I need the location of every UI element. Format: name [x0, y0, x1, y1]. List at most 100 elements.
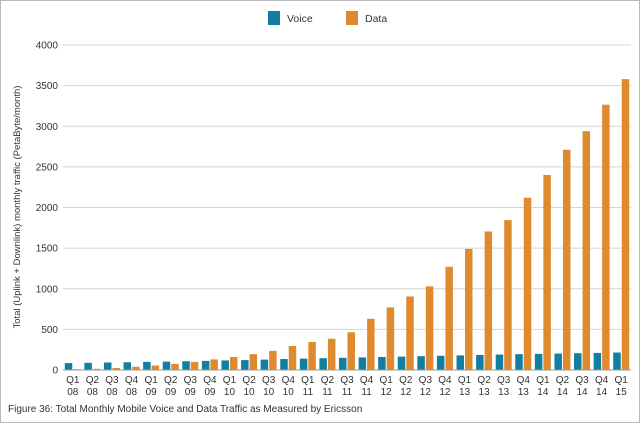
y-tick-label: 2000	[36, 203, 59, 214]
bar-voice	[554, 353, 562, 370]
bar-data	[327, 338, 336, 370]
bar-data	[523, 197, 532, 370]
bar-data	[112, 367, 120, 370]
bar-voice	[358, 357, 367, 370]
x-tick-label-quarter: Q4	[282, 375, 296, 386]
bar-data	[190, 361, 199, 370]
x-tick-label-year: 10	[283, 387, 295, 398]
gridlines	[63, 44, 631, 330]
bar-data	[445, 266, 453, 370]
bar-data	[229, 357, 238, 370]
bar-voice	[280, 359, 288, 370]
x-tick-label-year: 08	[87, 387, 99, 398]
legend: Voice Data	[268, 11, 387, 25]
bar-data	[386, 307, 395, 370]
x-tick-label-quarter: Q3	[340, 375, 354, 386]
x-tick-label-quarter: Q4	[125, 375, 139, 386]
x-tick-label-year: 12	[400, 387, 412, 398]
x-tick-label-year: 14	[557, 387, 569, 398]
bar-data	[621, 79, 630, 370]
x-tick-label-year: 08	[106, 387, 118, 398]
bar-voice	[143, 361, 151, 370]
x-tick-label-year: 10	[263, 387, 275, 398]
x-tick-label-quarter: Q2	[556, 375, 570, 386]
bar-data	[92, 368, 101, 370]
x-tick-label-year: 11	[303, 387, 314, 398]
x-tick-label-year: 10	[244, 387, 256, 398]
bar-data	[465, 248, 473, 370]
bar-data	[425, 286, 434, 370]
bar-voice	[182, 361, 190, 370]
x-tick-label-quarter: Q1	[615, 375, 629, 386]
bar-voice	[201, 360, 210, 370]
x-tick-label-year: 11	[322, 387, 333, 398]
x-tick-label-quarter: Q2	[86, 375, 100, 386]
y-tick-label: 0	[52, 366, 58, 377]
bar-voice	[64, 363, 73, 370]
legend-swatch-data	[346, 11, 358, 25]
y-tick-label: 3000	[36, 122, 59, 133]
x-tick-label-year: 13	[479, 387, 491, 398]
figure-caption: Figure 36: Total Monthly Mobile Voice an…	[8, 404, 362, 415]
bar-voice	[397, 356, 406, 370]
bar-data	[582, 131, 591, 370]
x-tick-label-year: 13	[518, 387, 530, 398]
bar-voice	[378, 357, 386, 370]
x-tick-label-quarter: Q2	[477, 375, 491, 386]
bar-data	[484, 231, 493, 370]
x-tick-label-quarter: Q1	[223, 375, 237, 386]
bar-data	[543, 175, 551, 370]
bar-voice	[241, 360, 249, 370]
x-tick-label-year: 14	[576, 387, 588, 398]
bar-voice	[162, 361, 171, 370]
bar-data	[562, 149, 571, 370]
legend-label-voice: Voice	[287, 13, 313, 25]
bar-voice	[456, 355, 465, 370]
x-tick-label-year: 11	[342, 387, 353, 398]
x-tick-label-quarter: Q2	[242, 375, 256, 386]
x-tick-label-quarter: Q4	[203, 375, 217, 386]
y-tick-label: 1000	[36, 284, 59, 295]
bar-voice	[339, 357, 347, 370]
bar-data	[171, 363, 179, 370]
bar-voice	[319, 358, 327, 370]
bars	[64, 79, 630, 370]
x-tick-label-year: 15	[616, 387, 628, 398]
bar-voice	[436, 355, 445, 370]
bar-voice	[103, 362, 112, 370]
x-tick-label-year: 09	[165, 387, 177, 398]
bar-data	[308, 341, 316, 370]
x-tick-label-quarter: Q1	[66, 375, 80, 386]
x-tick-label-quarter: Q3	[262, 375, 276, 386]
x-tick-label-quarter: Q3	[105, 375, 119, 386]
bar-voice	[417, 356, 425, 370]
x-tick-label-year: 14	[537, 387, 549, 398]
x-tick-label-year: 09	[185, 387, 197, 398]
bar-data	[504, 220, 512, 370]
x-tick-label-year: 14	[596, 387, 608, 398]
x-tick-label-year: 12	[420, 387, 432, 398]
bar-data	[151, 365, 160, 370]
x-tick-label-quarter: Q4	[517, 375, 531, 386]
x-tick-label-year: 11	[361, 387, 372, 398]
x-axis-ticks: Q108Q208Q308Q408Q109Q209Q309Q409Q110Q210…	[66, 375, 628, 398]
x-tick-label-quarter: Q1	[458, 375, 472, 386]
bar-voice	[613, 352, 621, 370]
bar-data	[347, 332, 355, 370]
x-tick-label-quarter: Q2	[164, 375, 178, 386]
x-tick-label-quarter: Q4	[360, 375, 374, 386]
bar-voice	[221, 360, 229, 370]
x-tick-label-year: 09	[146, 387, 158, 398]
x-tick-label-quarter: Q4	[595, 375, 609, 386]
bar-voice	[260, 359, 269, 370]
x-tick-label-year: 08	[126, 387, 138, 398]
y-tick-label: 3500	[36, 81, 59, 92]
y-axis-ticks: 0 500 1000 1500 2000 2500 3000 3500 4000	[36, 41, 59, 377]
x-tick-label-year: 09	[204, 387, 216, 398]
bar-voice	[574, 353, 582, 370]
x-tick-label-quarter: Q1	[301, 375, 315, 386]
bar-data	[288, 346, 297, 370]
x-tick-label-year: 08	[67, 387, 79, 398]
bar-data	[210, 359, 218, 370]
x-tick-label-quarter: Q4	[438, 375, 452, 386]
